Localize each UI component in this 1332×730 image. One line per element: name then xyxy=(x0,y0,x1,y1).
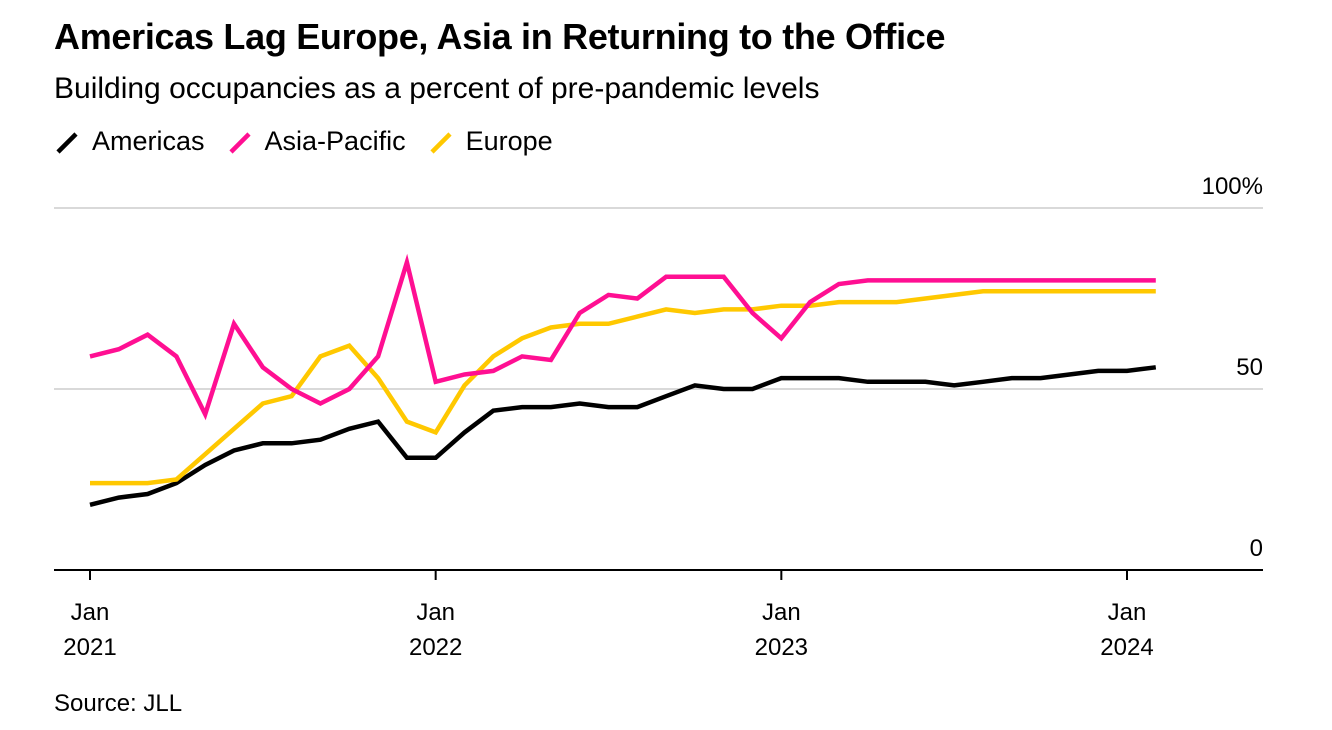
y-tick-label-100: 100% xyxy=(1202,173,1263,200)
y-tick-label-0: 0 xyxy=(1250,535,1263,562)
chart-legend: Americas Asia-Pacific Europe xyxy=(54,126,575,157)
x-tick-label-year-2023-01: 2023 xyxy=(755,634,808,661)
series-line-americas xyxy=(89,365,1157,507)
chart-title: Americas Lag Europe, Asia in Returning t… xyxy=(54,16,946,57)
x-tick-label-month-2021-01: Jan xyxy=(71,599,110,626)
chart-source: Source: JLL xyxy=(54,690,183,717)
x-tick-label-year-2022-01: 2022 xyxy=(409,634,462,661)
legend-swatch-americas xyxy=(56,131,78,154)
x-tick-label-month-2024-01: Jan xyxy=(1108,599,1147,626)
series-line-europe xyxy=(90,289,1156,486)
x-tick-label-year-2021-01: 2021 xyxy=(63,634,116,661)
legend-item-americas: Americas xyxy=(54,126,205,157)
legend-swatch-europe xyxy=(429,131,452,154)
legend-label-europe: Europe xyxy=(465,126,553,156)
legend-label-americas: Americas xyxy=(92,126,205,156)
legend-item-europe: Europe xyxy=(428,126,553,157)
legend-item-asia-pacific: Asia-Pacific xyxy=(227,126,406,157)
series-line-asia-pacific xyxy=(89,253,1156,421)
x-tick-label-month-2023-01: Jan xyxy=(762,599,801,626)
x-tick-label-month-2022-01: Jan xyxy=(416,599,455,626)
legend-swatch-asia-pacific xyxy=(228,131,251,154)
y-tick-label-50: 50 xyxy=(1236,354,1263,381)
legend-label-asia-pacific: Asia-Pacific xyxy=(264,126,406,156)
chart-subtitle: Building occupancies as a percent of pre… xyxy=(54,72,820,105)
x-tick-label-year-2024-01: 2024 xyxy=(1100,634,1153,661)
